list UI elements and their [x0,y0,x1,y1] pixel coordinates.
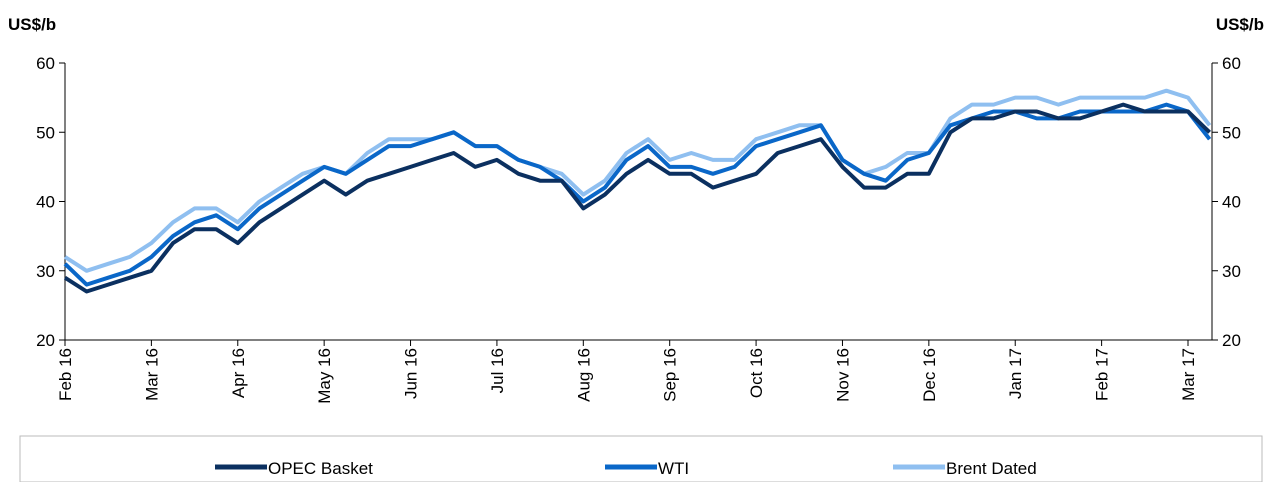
y2-tick-label: 30 [1222,262,1241,281]
x-tick-label: Mar 17 [1179,348,1198,401]
y2-tick-label: 20 [1222,331,1241,350]
series-line [63,102,1212,287]
y-tick-label: 60 [36,54,55,73]
legend-label: WTI [658,459,689,478]
series-line [63,102,1211,294]
y-tick-label: 20 [36,331,55,350]
y2-tick-label: 50 [1222,123,1241,142]
x-tick-label: Nov 16 [833,348,852,402]
legend-label: OPEC Basket [268,459,373,478]
x-tick-label: May 16 [315,348,334,404]
x-tick-label: Sep 16 [661,348,680,402]
legend-box [19,435,1263,483]
y-axis-label: US$/b [8,15,56,34]
x-tick-label: Jan 17 [1006,348,1025,399]
y-tick-label: 50 [36,123,55,142]
x-tick-label: Oct 16 [747,348,766,398]
y2-tick-label: 40 [1222,193,1241,212]
x-tick-label: Feb 16 [56,348,75,401]
x-tick-label: Apr 16 [229,348,248,398]
y2-axis-label: US$/b [1216,15,1264,34]
y2-tick-label: 60 [1222,54,1241,73]
x-tick-label: Jun 16 [402,348,421,399]
series-line [63,88,1212,273]
x-tick-label: Feb 17 [1093,348,1112,401]
x-tick-label: Dec 16 [920,348,939,402]
x-tick-label: Jul 16 [488,348,507,393]
legend-label: Brent Dated [946,459,1037,478]
x-tick-label: Mar 16 [142,348,161,401]
y-tick-label: 40 [36,193,55,212]
x-tick-label: Aug 16 [574,348,593,402]
y-tick-label: 30 [36,262,55,281]
